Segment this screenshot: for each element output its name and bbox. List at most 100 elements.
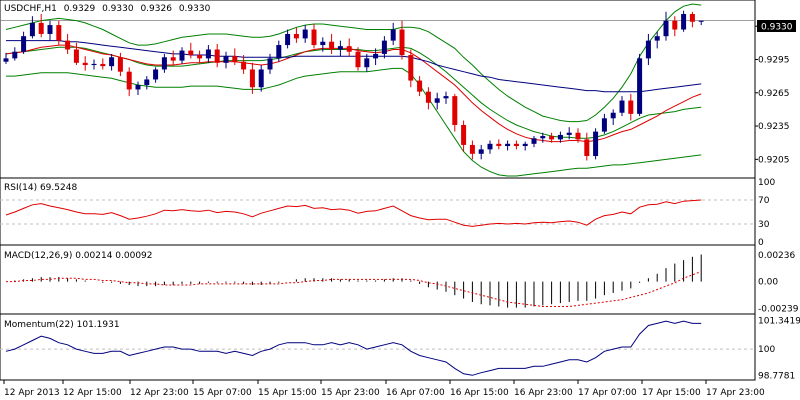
x-tick-label: 16 Apr 07:00 xyxy=(386,388,445,398)
candle xyxy=(593,128,599,160)
candle xyxy=(311,23,317,49)
candle xyxy=(293,27,299,43)
candle-body xyxy=(285,33,291,46)
candle-body xyxy=(601,118,607,132)
candle-body xyxy=(232,56,238,62)
candle xyxy=(645,33,651,66)
price-layer xyxy=(0,3,755,177)
candle xyxy=(434,92,440,110)
candle xyxy=(320,37,326,52)
candle-body xyxy=(337,46,343,50)
candle-body xyxy=(478,149,484,154)
candle-body xyxy=(267,58,273,70)
momentum-title: Momentum(22) 101.1931 xyxy=(4,320,120,330)
candle xyxy=(276,40,282,62)
candle-body xyxy=(364,58,370,68)
candle-body xyxy=(540,136,546,139)
candle xyxy=(65,33,71,54)
x-tick-label: 16 Apr 23:00 xyxy=(514,388,573,398)
rsi-layer xyxy=(0,199,755,227)
rsi-tick-label: 70 xyxy=(758,196,770,206)
x-tick-label: 12 Apr 23:00 xyxy=(130,388,189,398)
candle xyxy=(161,53,167,73)
candle xyxy=(540,132,546,143)
candle-body xyxy=(487,143,493,150)
x-tick-label: 16 Apr 15:00 xyxy=(450,388,509,398)
candle-body xyxy=(654,36,660,41)
last-price-label: 0.9330 xyxy=(761,23,793,33)
candle-body xyxy=(584,139,590,157)
candle xyxy=(100,58,106,70)
candle-body xyxy=(443,96,449,99)
momentum-tick-label: 101.3419 xyxy=(758,316,800,326)
candle xyxy=(469,140,475,160)
candle-body xyxy=(12,51,18,59)
candle-body xyxy=(205,49,211,59)
x-tick-label: 15 Apr 15:00 xyxy=(258,388,317,398)
candle xyxy=(117,52,123,77)
candle-body xyxy=(698,20,704,22)
candle xyxy=(672,16,678,37)
candle xyxy=(373,48,379,66)
candle-body xyxy=(311,29,317,46)
candle-body xyxy=(276,45,282,59)
candle xyxy=(390,22,396,46)
macd-tick-label: 0.00236 xyxy=(758,251,795,261)
candle-body xyxy=(82,62,88,66)
candle-body xyxy=(513,143,519,147)
candle xyxy=(698,20,704,26)
candle xyxy=(56,20,62,46)
candle-body xyxy=(126,71,132,90)
candle-body xyxy=(161,57,167,70)
candle-body xyxy=(197,55,203,59)
candle-body xyxy=(681,13,687,30)
candle xyxy=(29,16,35,39)
candle-body xyxy=(135,85,141,90)
candle xyxy=(12,47,18,61)
candle xyxy=(346,38,352,57)
candle-body xyxy=(100,63,106,67)
candle xyxy=(82,56,88,71)
candle xyxy=(38,13,44,38)
momentum-tick-label: 98.7781 xyxy=(758,371,795,381)
rsi-tick-label: 100 xyxy=(758,178,775,188)
candle-body xyxy=(3,58,9,62)
candle-body xyxy=(355,51,361,68)
x-tick-label: 17 Apr 07:00 xyxy=(578,388,637,398)
candle-body xyxy=(689,13,695,22)
momentum-panel-frame xyxy=(0,313,756,381)
candle xyxy=(505,140,511,151)
candle-body xyxy=(575,132,581,140)
candle xyxy=(637,53,643,117)
candle-body xyxy=(461,124,467,145)
candle-body xyxy=(29,22,35,37)
ma-blue-line xyxy=(6,40,702,93)
price-tick-label: 0.9295 xyxy=(758,55,790,65)
candle xyxy=(531,136,537,148)
candle-body xyxy=(329,41,335,50)
candle-body xyxy=(258,69,264,88)
candle xyxy=(584,132,590,161)
candle xyxy=(214,43,220,68)
macd-tick-label: 0.00 xyxy=(758,278,778,288)
candle xyxy=(557,131,563,143)
rsi-tick-label: 30 xyxy=(758,220,770,230)
candle xyxy=(337,40,343,57)
candle xyxy=(461,120,467,152)
candle xyxy=(241,55,247,74)
candle-body xyxy=(373,53,379,59)
candle-body xyxy=(117,57,123,72)
candle xyxy=(522,141,528,151)
candle-body xyxy=(293,33,299,39)
candle xyxy=(135,81,141,95)
candle xyxy=(144,76,150,90)
candle xyxy=(443,91,449,104)
candle xyxy=(109,53,115,71)
candle xyxy=(73,42,79,66)
ohlc-close: 0.9330 xyxy=(179,4,211,14)
candle-body xyxy=(408,55,414,81)
ohlc-high: 0.9330 xyxy=(102,4,134,14)
candle-body xyxy=(91,63,97,66)
last-price-tag xyxy=(757,20,796,32)
